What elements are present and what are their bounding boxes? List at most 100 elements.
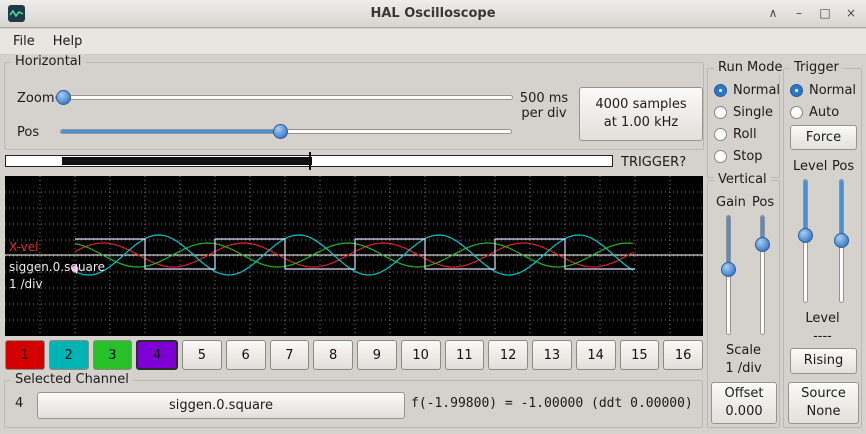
run-mode-radio-normal[interactable]: Normal bbox=[708, 79, 780, 101]
run-mode-options: Normal Single Roll Stop bbox=[708, 79, 780, 167]
scope-trace1-label: X-vel bbox=[9, 240, 39, 254]
edge-button[interactable]: Rising bbox=[790, 348, 857, 374]
zoom-slider[interactable] bbox=[55, 89, 513, 106]
menubar: File Help bbox=[0, 29, 866, 55]
zoom-label: Zoom bbox=[17, 91, 55, 106]
samples-button[interactable]: 4000 samples at 1.00 kHz bbox=[579, 87, 703, 141]
record-position-bar bbox=[5, 152, 613, 170]
trigger-frame: Trigger Normal Auto Force Level Pos Level… bbox=[783, 60, 862, 428]
radio-label: Single bbox=[733, 104, 773, 120]
window-controls: ∧ – □ × bbox=[766, 5, 858, 22]
selected-channel-title: Selected Channel bbox=[11, 372, 133, 387]
samples-button-line1: 4000 samples bbox=[595, 97, 687, 113]
record-window-bar bbox=[62, 157, 312, 165]
trigger-level-slider-handle[interactable] bbox=[798, 228, 813, 244]
trigger-pos-header: Pos bbox=[832, 159, 855, 174]
selected-channel-number: 4 bbox=[15, 396, 24, 411]
horizontal-frame-title: Horizontal bbox=[11, 54, 86, 69]
app-icon bbox=[8, 5, 25, 22]
channel-value-readout: f(-1.99800) = -1.00000 (ddt 0.00000) bbox=[411, 396, 693, 411]
offset-button[interactable]: Offset 0.000 bbox=[711, 382, 777, 424]
channel-button-3[interactable]: 3 bbox=[92, 340, 133, 370]
trigger-level-caption: Level bbox=[805, 311, 840, 326]
channel-button-11[interactable]: 11 bbox=[444, 340, 485, 370]
scope-trace4-label: siggen.0.square bbox=[9, 260, 105, 274]
scale-value: 1 /div bbox=[725, 361, 762, 376]
radio-icon bbox=[790, 83, 803, 97]
gain-slider[interactable] bbox=[720, 215, 737, 335]
channel-button-4[interactable]: 4 bbox=[136, 340, 178, 370]
time-per-div: 500 ms per div bbox=[519, 91, 569, 121]
selected-channel-frame: Selected Channel 4 siggen.0.square f(-1.… bbox=[4, 372, 703, 428]
gain-header: Gain bbox=[716, 195, 746, 210]
shade-icon[interactable]: ∧ bbox=[768, 6, 778, 20]
trigger-status-label: TRIGGER? bbox=[621, 155, 687, 170]
source-button[interactable]: Source None bbox=[788, 382, 859, 424]
channel-name-button[interactable]: siggen.0.square bbox=[37, 392, 405, 419]
channel-button-2[interactable]: 2 bbox=[48, 340, 89, 370]
zoom-slider-handle[interactable] bbox=[56, 90, 72, 105]
channel-button-16[interactable]: 16 bbox=[663, 340, 703, 370]
window-title: HAL Oscilloscope bbox=[370, 6, 496, 21]
channel-row: 1 2 3 4 5 6 7 8 9 10 11 12 13 14 15 16 bbox=[5, 340, 703, 370]
gain-slider-handle[interactable] bbox=[721, 262, 736, 278]
source-button-label: Source bbox=[801, 386, 846, 402]
trigger-pos-slider[interactable] bbox=[833, 179, 850, 303]
source-button-value: None bbox=[806, 404, 841, 419]
radio-icon bbox=[714, 127, 727, 141]
maximize-icon[interactable]: □ bbox=[819, 6, 831, 20]
run-mode-radio-stop[interactable]: Stop bbox=[708, 145, 779, 167]
run-mode-radio-roll[interactable]: Roll bbox=[708, 123, 779, 145]
vertical-pos-slider-handle[interactable] bbox=[755, 237, 770, 252]
vertical-frame: Vertical Gain Pos Scale 1 /div Offset 0.… bbox=[707, 172, 780, 428]
vertical-pos-slider[interactable] bbox=[754, 215, 771, 335]
channel-button-14[interactable]: 14 bbox=[575, 340, 616, 370]
horizontal-pos-slider[interactable] bbox=[60, 123, 512, 140]
radio-icon bbox=[714, 105, 727, 119]
trigger-level-value: ---- bbox=[813, 329, 832, 344]
channel-button-1[interactable]: 1 bbox=[5, 340, 45, 370]
radio-icon bbox=[714, 149, 727, 163]
radio-label: Auto bbox=[809, 104, 840, 120]
trigger-position-marker bbox=[309, 152, 311, 170]
channel-button-6[interactable]: 6 bbox=[225, 340, 266, 370]
offset-button-value: 0.000 bbox=[725, 404, 763, 419]
trigger-title: Trigger bbox=[790, 60, 843, 75]
vertical-pos-slider-trough bbox=[760, 215, 765, 335]
minimize-icon[interactable]: – bbox=[796, 6, 802, 20]
close-icon[interactable]: × bbox=[845, 6, 857, 20]
trigger-pos-slider-handle[interactable] bbox=[834, 233, 849, 248]
force-button[interactable]: Force bbox=[790, 125, 857, 150]
run-mode-title: Run Mode bbox=[714, 60, 787, 75]
radio-label: Roll bbox=[733, 126, 757, 142]
trigger-radio-auto[interactable]: Auto bbox=[784, 101, 861, 123]
trigger-level-header: Level bbox=[793, 159, 828, 174]
scope-scale-label: 1 /div bbox=[9, 277, 43, 291]
radio-label: Normal bbox=[809, 82, 857, 98]
menu-help[interactable]: Help bbox=[52, 34, 83, 49]
vertical-pos-header: Pos bbox=[752, 195, 775, 210]
trigger-radio-normal[interactable]: Normal bbox=[784, 79, 861, 101]
channel-button-15[interactable]: 15 bbox=[619, 340, 660, 370]
channel-button-10[interactable]: 10 bbox=[400, 340, 441, 370]
channel-button-9[interactable]: 9 bbox=[357, 340, 397, 370]
scope-canvas bbox=[5, 176, 703, 336]
trigger-level-slider[interactable] bbox=[797, 179, 814, 303]
window-titlebar: HAL Oscilloscope ∧ – □ × bbox=[0, 0, 866, 28]
channel-button-5[interactable]: 5 bbox=[182, 340, 222, 370]
channel-button-12[interactable]: 12 bbox=[488, 340, 528, 370]
pos-slider-handle[interactable] bbox=[273, 124, 289, 139]
scope-display: X-vel siggen.0.square 1 /div bbox=[5, 176, 703, 336]
channel-button-13[interactable]: 13 bbox=[532, 340, 572, 370]
trigger-mode-options: Normal Auto bbox=[784, 79, 861, 123]
run-mode-radio-single[interactable]: Single bbox=[708, 101, 779, 123]
samples-button-line2: at 1.00 kHz bbox=[603, 115, 679, 130]
vertical-title: Vertical bbox=[714, 172, 771, 187]
menu-file[interactable]: File bbox=[13, 34, 35, 49]
radio-icon bbox=[714, 83, 727, 97]
radio-label: Stop bbox=[733, 148, 763, 164]
zoom-slider-trough bbox=[55, 95, 513, 100]
channel-button-7[interactable]: 7 bbox=[269, 340, 310, 370]
offset-button-label: Offset bbox=[724, 386, 764, 402]
channel-button-8[interactable]: 8 bbox=[313, 340, 353, 370]
